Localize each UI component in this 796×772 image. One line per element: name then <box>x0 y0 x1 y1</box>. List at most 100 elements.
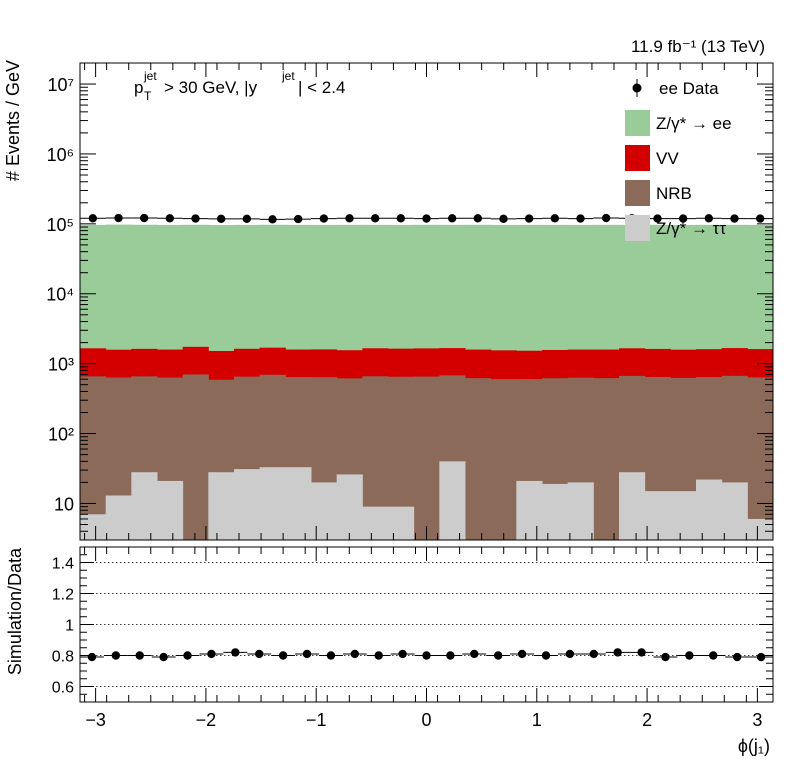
svg-text:jet: jet <box>281 69 295 83</box>
ratio-point <box>541 651 551 660</box>
ratio-y-tick-label: 1.2 <box>52 587 74 604</box>
bar-nrb-15 <box>465 378 492 540</box>
main-y-tick-label: 10⁵ <box>47 215 74 235</box>
ratio-grid-layer <box>80 562 773 687</box>
bar-nrb-13 <box>413 376 440 540</box>
bar-nrb-26 <box>747 377 774 540</box>
bar-z-5 <box>208 472 235 540</box>
data-point <box>755 214 765 223</box>
legend-swatch <box>625 110 650 136</box>
ratio-point <box>87 652 97 662</box>
bar-z-6 <box>234 469 261 540</box>
bar-z-8 <box>285 467 312 540</box>
legend-swatch <box>625 180 650 206</box>
main-y-tick-label: 10⁴ <box>46 285 74 305</box>
x-tick-label: −1 <box>306 710 327 730</box>
main-y-tick-label: 10³ <box>48 355 74 375</box>
ratio-point <box>398 649 407 659</box>
main-y-tick-label: 10⁶ <box>47 145 74 165</box>
ratio-point <box>326 651 336 660</box>
legend-label: Z/γ* → ττ <box>656 219 726 238</box>
x-tick-label: −3 <box>85 710 106 730</box>
ratio-point <box>111 651 121 660</box>
ratio-y-tick-label: 0.8 <box>52 649 74 666</box>
ratio-point <box>732 652 742 662</box>
bar-z-17 <box>516 480 543 540</box>
bar-nrb-16 <box>490 379 517 540</box>
ratio-point <box>589 649 598 659</box>
svg-text:p: p <box>134 78 143 97</box>
ratio-point <box>374 651 383 660</box>
bar-z-11 <box>362 506 389 540</box>
ratio-point <box>493 651 503 660</box>
svg-text:jet: jet <box>143 69 157 83</box>
data-point <box>88 214 98 223</box>
data-point <box>550 214 560 223</box>
data-point <box>319 214 329 223</box>
legend-label: ee Data <box>659 79 719 98</box>
lumi-label: 11.9 fb⁻¹ (13 TeV) <box>631 37 765 56</box>
main-y-axis-title: # Events / GeV <box>3 60 23 181</box>
data-point <box>114 213 123 223</box>
ratio-point <box>565 649 575 659</box>
data-point <box>396 214 406 223</box>
data-point <box>576 214 585 223</box>
data-point <box>293 214 303 224</box>
bar-nrb-20 <box>593 378 620 540</box>
ratio-point <box>278 651 288 660</box>
x-tick-label: 2 <box>642 710 652 730</box>
data-point <box>678 214 688 223</box>
x-tick-label: 1 <box>532 710 542 730</box>
data-point <box>345 214 354 223</box>
main-data-layer <box>80 213 773 224</box>
x-tick-label: 0 <box>421 710 431 730</box>
ratio-point <box>446 651 455 660</box>
legend-swatch <box>625 215 650 241</box>
data-point <box>191 214 200 223</box>
bar-z-19 <box>567 482 594 540</box>
legend: ee Data Z/γ* → ee VV NRB Z/γ* → ττ <box>625 79 732 241</box>
bar-z-1 <box>105 495 132 540</box>
main-stack-layer <box>80 224 774 541</box>
data-point <box>165 214 175 223</box>
main-y-tick-label: 10⁷ <box>47 75 74 95</box>
svg-text:> 30 GeV, |y: > 30 GeV, |y <box>164 78 258 97</box>
ratio-point <box>231 648 240 657</box>
ratio-point <box>637 648 646 657</box>
data-point <box>268 215 277 224</box>
x-axis-title: ϕ(j₁) <box>738 736 770 756</box>
bar-z-0 <box>80 514 107 540</box>
main-y-tick-label: 10 <box>54 494 74 514</box>
data-point <box>730 214 739 223</box>
cut-label: p T jet > 30 GeV, |y jet | < 2.4 <box>134 69 345 103</box>
bar-z-9 <box>311 482 338 540</box>
bar-z-25 <box>721 482 748 540</box>
data-point <box>473 214 483 223</box>
bar-z-24 <box>696 479 723 540</box>
ratio-point <box>709 651 718 660</box>
data-point <box>216 214 226 224</box>
ratio-y-tick-label: 1 <box>65 618 74 635</box>
data-point <box>499 214 508 224</box>
ratio-point <box>517 649 527 659</box>
ratio-point <box>756 652 766 662</box>
bar-nrb-0 <box>80 376 107 540</box>
ratio-point <box>159 652 168 662</box>
ratio-data-layer <box>80 648 773 662</box>
data-point <box>601 213 611 223</box>
ratio-y-tick-label: 1.4 <box>52 556 74 573</box>
data-point <box>704 214 714 223</box>
ratio-y-axis-title: Simulation/Data <box>5 547 25 675</box>
bar-z-18 <box>542 483 569 540</box>
ratio-point <box>350 649 360 659</box>
data-point <box>524 214 534 223</box>
ratio-point <box>613 648 622 657</box>
data-point <box>653 214 662 223</box>
bar-nrb-4 <box>182 374 209 540</box>
x-tick-label: 3 <box>752 710 762 730</box>
legend-label: Z/γ* → ee <box>656 114 732 133</box>
ratio-point <box>470 649 479 659</box>
ratio-point <box>661 652 670 662</box>
ratio-point <box>207 649 216 659</box>
